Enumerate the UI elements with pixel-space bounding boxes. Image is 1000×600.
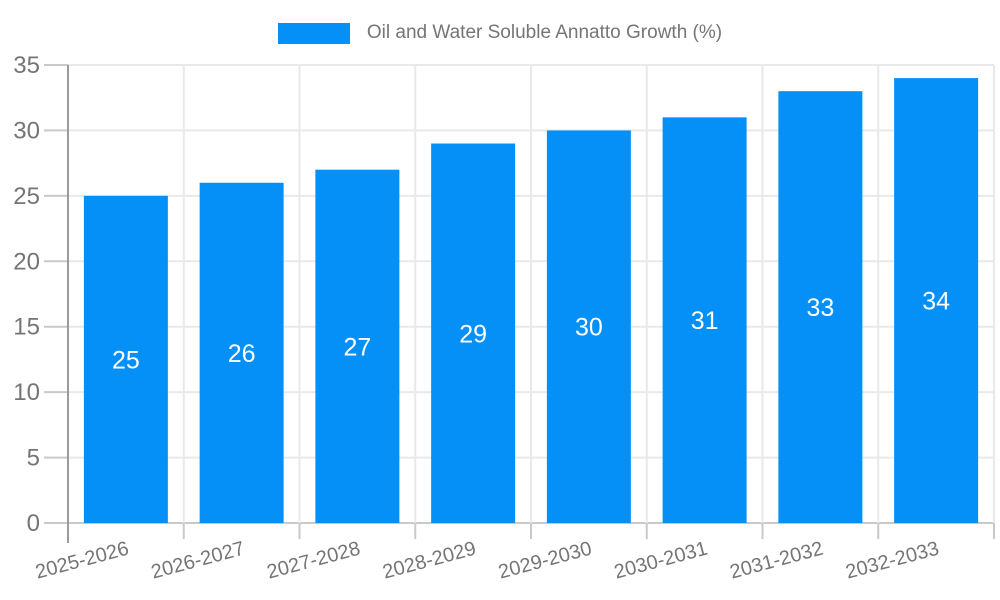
y-tick-label: 25 <box>13 183 40 210</box>
y-tick-label: 10 <box>13 379 40 406</box>
x-axis-label: 2030-2031 <box>612 538 710 584</box>
bar-value-label: 25 <box>112 346 140 374</box>
y-tick-label: 5 <box>27 445 40 472</box>
y-tick-label: 20 <box>13 248 40 275</box>
bar <box>83 195 168 523</box>
bar-value-label: 31 <box>691 307 719 335</box>
bar <box>431 143 516 523</box>
bar-value-label: 26 <box>228 340 256 368</box>
bar-value-label: 27 <box>343 333 371 361</box>
bar <box>778 91 863 524</box>
y-tick-label: 35 <box>13 52 40 79</box>
x-axis-label: 2029-2030 <box>496 538 594 584</box>
bar <box>894 78 979 523</box>
y-tick-label: 0 <box>27 510 40 537</box>
legend-label: Oil and Water Soluble Annatto Growth (%) <box>366 22 723 43</box>
bar <box>546 130 631 523</box>
bar-value-label: 30 <box>575 314 603 342</box>
x-axis-label: 2025-2026 <box>33 538 131 584</box>
legend-item[interactable]: Oil and Water Soluble Annatto Growth (%) <box>0 22 1000 44</box>
bar-value-label: 33 <box>806 294 834 322</box>
bar-value-label: 34 <box>922 288 950 316</box>
x-axis-label: 2028-2029 <box>380 538 478 584</box>
bar-value-label: 29 <box>459 320 487 348</box>
y-tick-label: 30 <box>13 117 40 144</box>
y-tick-label: 15 <box>13 314 40 341</box>
x-axis-label: 2032-2033 <box>843 538 941 584</box>
bar <box>315 169 400 523</box>
legend-swatch-icon <box>277 22 350 44</box>
x-axis-label: 2031-2032 <box>728 538 826 584</box>
bar <box>662 117 747 523</box>
x-axis-label: 2027-2028 <box>265 538 363 584</box>
x-axis-label: 2026-2027 <box>149 538 247 584</box>
bar <box>199 182 284 523</box>
